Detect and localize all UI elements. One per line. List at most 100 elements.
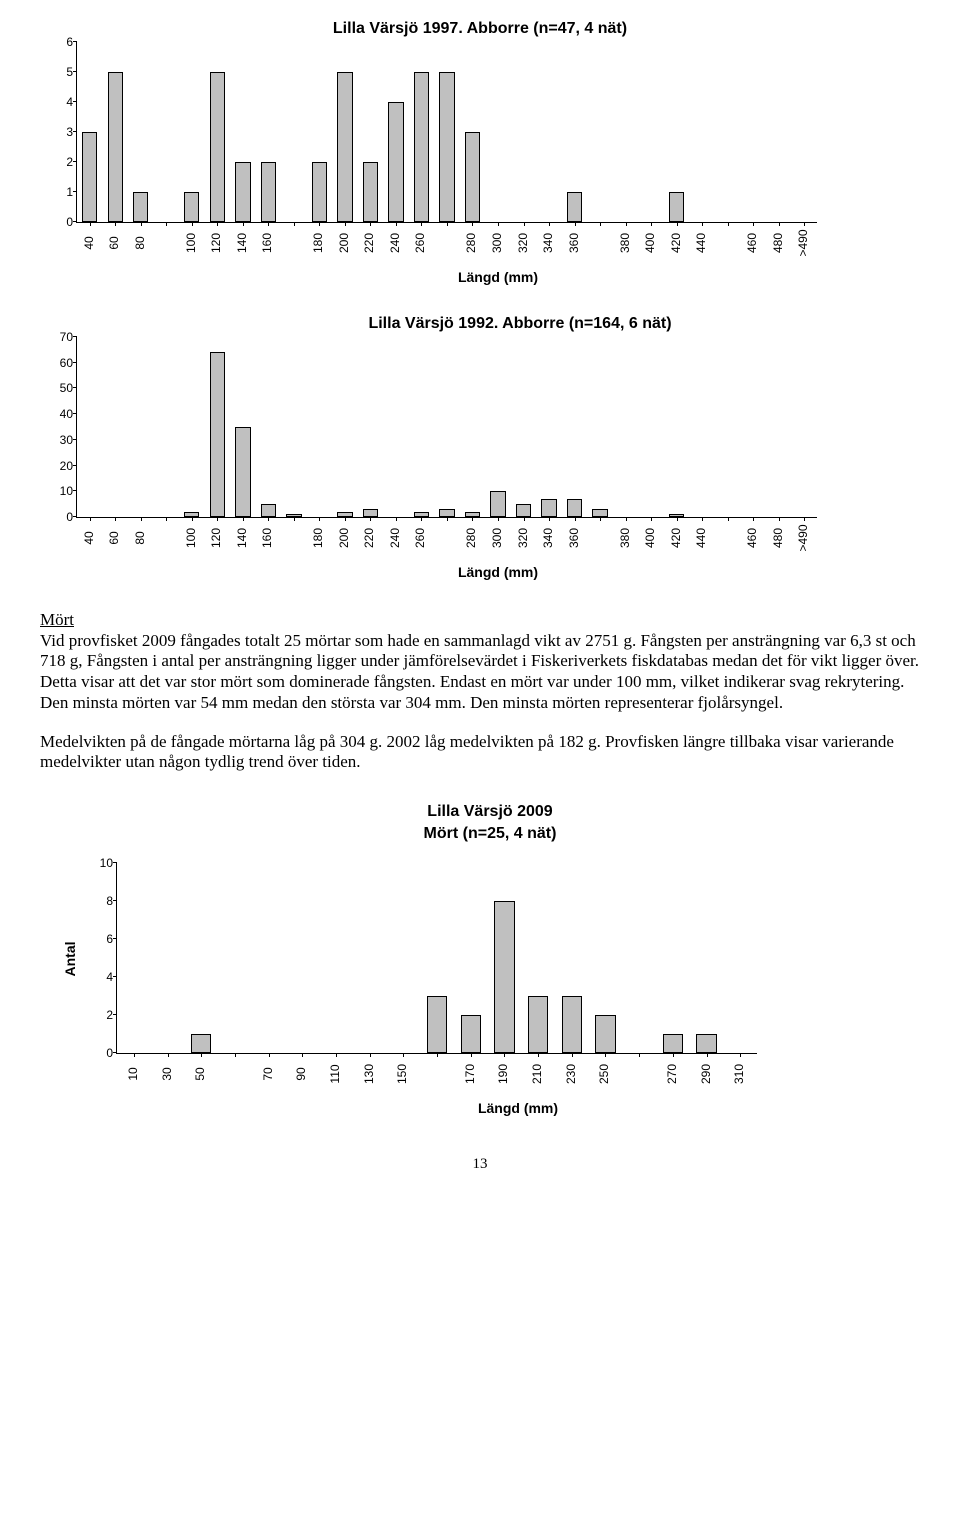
x-tick-label: 340 xyxy=(541,528,555,548)
y-tick-label: 3 xyxy=(47,125,73,139)
bar xyxy=(592,509,607,517)
bar xyxy=(439,509,454,517)
x-tick-label: 150 xyxy=(395,1064,409,1084)
chart1-plot: 0123456 xyxy=(76,42,817,223)
x-tick-label: 340 xyxy=(541,233,555,253)
chart3-title2: Mört (n=25, 4 nät) xyxy=(60,825,920,843)
x-tick-label: 180 xyxy=(311,233,325,253)
x-tick-label: 110 xyxy=(328,1065,342,1084)
x-tick-label: 180 xyxy=(311,528,325,548)
x-tick-label: 240 xyxy=(388,233,402,253)
x-tick-label: 320 xyxy=(516,233,530,253)
x-tick-label: 290 xyxy=(699,1064,713,1084)
x-tick-label: 70 xyxy=(261,1067,275,1080)
x-tick-label: 130 xyxy=(362,1064,376,1084)
bar xyxy=(312,162,327,222)
x-tick-label: 90 xyxy=(294,1067,308,1080)
bar xyxy=(595,1015,615,1053)
chart1-x-title: Längd (mm) xyxy=(76,269,920,285)
x-tick-label: 50 xyxy=(193,1067,207,1080)
x-tick-label: 160 xyxy=(260,233,274,253)
x-tick-label: 140 xyxy=(235,233,249,253)
y-tick-label: 2 xyxy=(47,155,73,169)
x-tick-label: 60 xyxy=(107,531,121,544)
y-tick-label: 70 xyxy=(47,330,73,344)
mort-heading: Mört xyxy=(40,610,74,629)
x-tick-label: 280 xyxy=(464,233,478,253)
bar xyxy=(516,504,531,517)
x-tick-label: 360 xyxy=(567,233,581,253)
y-tick-label: 5 xyxy=(47,65,73,79)
x-tick-label: 380 xyxy=(618,528,632,548)
bar xyxy=(669,192,684,222)
x-tick-label: 280 xyxy=(464,528,478,548)
bar xyxy=(528,996,548,1053)
bar xyxy=(235,427,250,517)
y-tick-label: 0 xyxy=(47,215,73,229)
x-tick-label: 10 xyxy=(126,1067,140,1080)
bar xyxy=(210,352,225,517)
x-tick-label: 400 xyxy=(643,528,657,548)
chart1-title: Lilla Värsjö 1997. Abborre (n=47, 4 nät) xyxy=(40,20,920,38)
x-tick-label: 100 xyxy=(184,233,198,253)
bar xyxy=(363,162,378,222)
x-tick-label: 40 xyxy=(82,531,96,544)
x-tick-label: 30 xyxy=(160,1067,174,1080)
y-tick-label: 10 xyxy=(87,856,113,870)
x-tick-label: 190 xyxy=(496,1064,510,1084)
y-tick-label: 6 xyxy=(87,932,113,946)
x-tick-label: 420 xyxy=(669,233,683,253)
x-tick-label: 320 xyxy=(516,528,530,548)
y-tick-label: 2 xyxy=(87,1008,113,1022)
bar xyxy=(337,72,352,222)
x-tick-label: 170 xyxy=(463,1064,477,1084)
bar xyxy=(567,192,582,222)
y-tick-label: 1 xyxy=(47,185,73,199)
y-tick-label: 30 xyxy=(47,433,73,447)
x-tick-label: 460 xyxy=(745,528,759,548)
bar xyxy=(494,901,514,1053)
bar xyxy=(562,996,582,1053)
y-tick-label: 0 xyxy=(47,510,73,524)
x-tick-label: 230 xyxy=(564,1064,578,1084)
x-tick-label: 60 xyxy=(107,236,121,249)
mort-para1: Vid provfisket 2009 fångades totalt 25 m… xyxy=(40,631,919,712)
x-tick-label: 80 xyxy=(133,236,147,249)
y-tick-label: 6 xyxy=(47,35,73,49)
mort-section: Mört Vid provfisket 2009 fångades totalt… xyxy=(40,610,920,714)
x-tick-label: 360 xyxy=(567,528,581,548)
bar xyxy=(439,72,454,222)
chart3-x-title: Längd (mm) xyxy=(116,1100,920,1116)
x-tick-label: 400 xyxy=(643,233,657,253)
x-tick-label: 210 xyxy=(530,1064,544,1084)
x-tick-label: 100 xyxy=(184,528,198,548)
x-tick-label: >490 xyxy=(796,229,810,256)
x-tick-label: 200 xyxy=(337,233,351,253)
bar xyxy=(261,162,276,222)
chart2-title: Lilla Värsjö 1992. Abborre (n=164, 6 nät… xyxy=(120,315,920,333)
x-tick-label: 300 xyxy=(490,233,504,253)
x-tick-label: 40 xyxy=(82,236,96,249)
x-tick-label: 300 xyxy=(490,528,504,548)
bar xyxy=(261,504,276,517)
bar xyxy=(663,1034,683,1053)
y-tick-label: 8 xyxy=(87,894,113,908)
bar xyxy=(363,509,378,517)
y-tick-label: 50 xyxy=(47,381,73,395)
x-tick-label: 260 xyxy=(413,528,427,548)
x-tick-label: 380 xyxy=(618,233,632,253)
chart-mort-2009: Lilla Värsjö 2009 Mört (n=25, 4 nät) Ant… xyxy=(60,803,920,1116)
page-number: 13 xyxy=(40,1156,920,1173)
x-tick-label: 80 xyxy=(133,531,147,544)
chart2-x-ticks: 4060801001201401601802002202402602803003… xyxy=(76,518,816,558)
bar xyxy=(133,192,148,222)
chart3-title1: Lilla Värsjö 2009 xyxy=(60,803,920,821)
x-tick-label: 220 xyxy=(362,233,376,253)
chart-abborre-1992: Lilla Värsjö 1992. Abborre (n=164, 6 nät… xyxy=(40,315,920,580)
bar xyxy=(427,996,447,1053)
x-tick-label: 200 xyxy=(337,528,351,548)
y-tick-label: 4 xyxy=(87,970,113,984)
y-tick-label: 60 xyxy=(47,356,73,370)
x-tick-label: 240 xyxy=(388,528,402,548)
y-tick-label: 20 xyxy=(47,459,73,473)
